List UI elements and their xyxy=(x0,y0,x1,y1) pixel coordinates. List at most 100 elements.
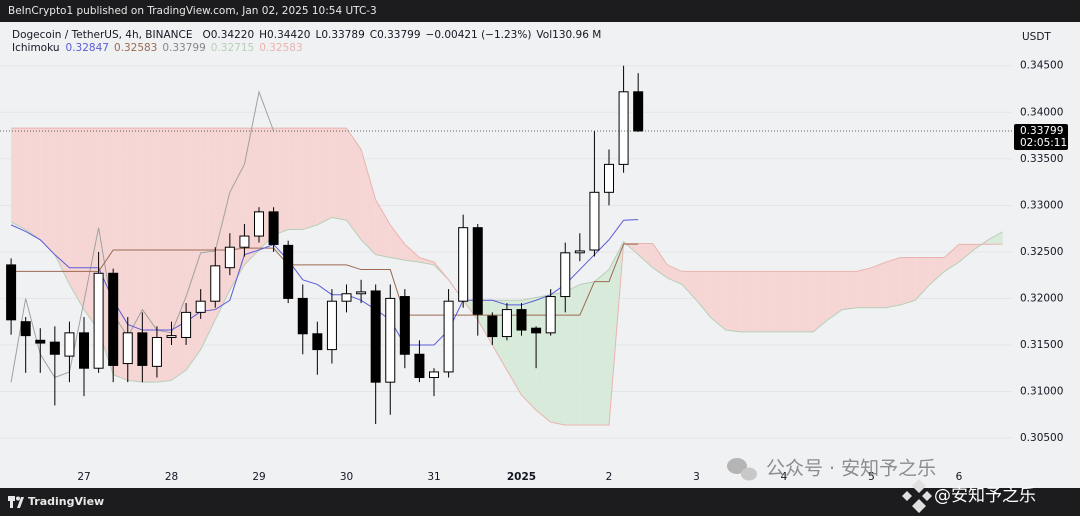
x-tick-label: 4 xyxy=(781,471,788,483)
wechat-icon xyxy=(727,458,757,481)
candle-body xyxy=(312,333,323,351)
cloud-segment xyxy=(302,128,318,230)
cloud-segment xyxy=(769,271,784,332)
candle-body xyxy=(618,91,629,165)
cloud-segment xyxy=(594,269,610,425)
candle-body xyxy=(137,332,148,366)
candle-body xyxy=(151,336,162,367)
candle-body xyxy=(210,265,221,302)
x-tick-label: 2 xyxy=(606,471,613,483)
cloud-segment xyxy=(361,149,376,255)
cloud-segment xyxy=(681,271,697,301)
last-price-label: 0.33799 xyxy=(1020,125,1063,137)
indicator-value: 0.32847 xyxy=(66,42,109,54)
bottom-bar xyxy=(0,488,1080,516)
cloud-segment xyxy=(783,271,799,332)
y-axis-label: USDT xyxy=(1022,31,1051,43)
x-tick-label: 6 xyxy=(956,471,963,483)
volume: 130.96 M xyxy=(552,29,601,41)
candle-body xyxy=(108,272,119,366)
candle-body xyxy=(604,163,615,193)
ohlc-value: 0.34420 xyxy=(267,29,310,41)
ohlc-value: 0.33789 xyxy=(321,29,364,41)
indicator-value: 0.32583 xyxy=(114,42,157,54)
cloud-segment xyxy=(813,271,828,332)
candle-body xyxy=(589,191,600,251)
x-tick-label: 30 xyxy=(340,471,353,483)
base-line xyxy=(11,243,639,316)
cloud-segment xyxy=(127,128,143,383)
candle-body xyxy=(49,341,60,355)
cloud-segment xyxy=(375,199,391,258)
cloud-segment xyxy=(11,128,26,230)
indicator-name: Ichimoku xyxy=(12,42,60,54)
candle-body xyxy=(501,309,512,338)
cloud-segment xyxy=(25,128,41,240)
candle-body xyxy=(574,250,585,254)
candle-body xyxy=(181,311,192,338)
y-tick-label: 0.31000 xyxy=(1020,385,1063,397)
candle-body xyxy=(443,300,454,373)
symbol-legend: Dogecoin / TetherUS, 4h, BINANCE O0.34220… xyxy=(12,29,601,41)
cloud-segment xyxy=(711,271,726,331)
candle-body xyxy=(64,332,75,357)
x-tick-label: 2025 xyxy=(507,471,536,483)
cloud-segment xyxy=(652,243,668,278)
cloud-segment xyxy=(929,257,945,285)
candle-body xyxy=(79,332,90,369)
candle-body xyxy=(20,321,31,337)
y-tick-label: 0.34500 xyxy=(1020,60,1063,72)
top-bar xyxy=(0,0,1080,22)
x-tick-label: 27 xyxy=(77,471,90,483)
volume-key: Vol xyxy=(536,29,552,41)
indicator-legend: Ichimoku 0.32847 0.32583 0.33799 0.32715 0.32… xyxy=(12,42,303,54)
cloud-segment xyxy=(827,271,843,320)
candle-body xyxy=(385,297,396,383)
cloud-segment xyxy=(419,257,435,265)
x-tick-label: 31 xyxy=(427,471,440,483)
y-tick-label: 0.31500 xyxy=(1020,339,1063,351)
ohlc-key: L xyxy=(315,29,321,41)
y-tick-label: 0.32500 xyxy=(1020,246,1063,258)
leading-span-a xyxy=(10,216,1003,383)
cloud-segment xyxy=(200,128,216,350)
candle-body xyxy=(487,315,498,338)
watermark-icon xyxy=(902,479,932,513)
watermark-handle: @安知予之乐 xyxy=(934,486,1036,506)
cloud-segment xyxy=(958,244,974,263)
cloud-segment xyxy=(273,128,289,236)
candle-body xyxy=(268,211,279,245)
candle-body xyxy=(166,335,177,338)
cloud-segment xyxy=(871,262,887,308)
cloud-segment xyxy=(900,257,916,305)
candle-body xyxy=(356,291,367,295)
ohlc-key: O xyxy=(202,29,210,41)
x-tick-label: 3 xyxy=(693,471,700,483)
candle-body xyxy=(531,327,542,334)
x-tick-label: 5 xyxy=(868,471,875,483)
indicator-value: 0.32715 xyxy=(211,42,254,54)
cloud-segment xyxy=(156,128,172,383)
candle-body xyxy=(224,246,235,269)
candle-body xyxy=(560,252,571,298)
cloud-segment xyxy=(842,271,857,310)
publisher: BeInCrypto1 published on TradingView.com… xyxy=(8,5,377,17)
watermark: 公众号 · 安知予之乐 xyxy=(766,458,936,480)
y-tick-label: 0.33000 xyxy=(1020,199,1063,211)
cloud-segment xyxy=(725,271,741,332)
cloud-segment xyxy=(390,224,405,261)
cloud-segment xyxy=(988,231,1003,245)
candle-body xyxy=(414,353,425,379)
y-tick-label: 0.30500 xyxy=(1020,432,1063,444)
candle-body xyxy=(6,264,17,321)
candle-body xyxy=(472,227,483,315)
candle-body xyxy=(239,235,250,248)
tv-logo xyxy=(8,496,24,508)
plot: 0.30500 0.31000 0.31500 0.32000 0.32500 0.330… xyxy=(0,60,1063,483)
candle-body xyxy=(399,296,410,355)
cloud-segment xyxy=(288,128,303,230)
ohlc-value: 0.33799 xyxy=(377,29,420,41)
change: −0.00421 (−1.23%) xyxy=(426,29,532,41)
